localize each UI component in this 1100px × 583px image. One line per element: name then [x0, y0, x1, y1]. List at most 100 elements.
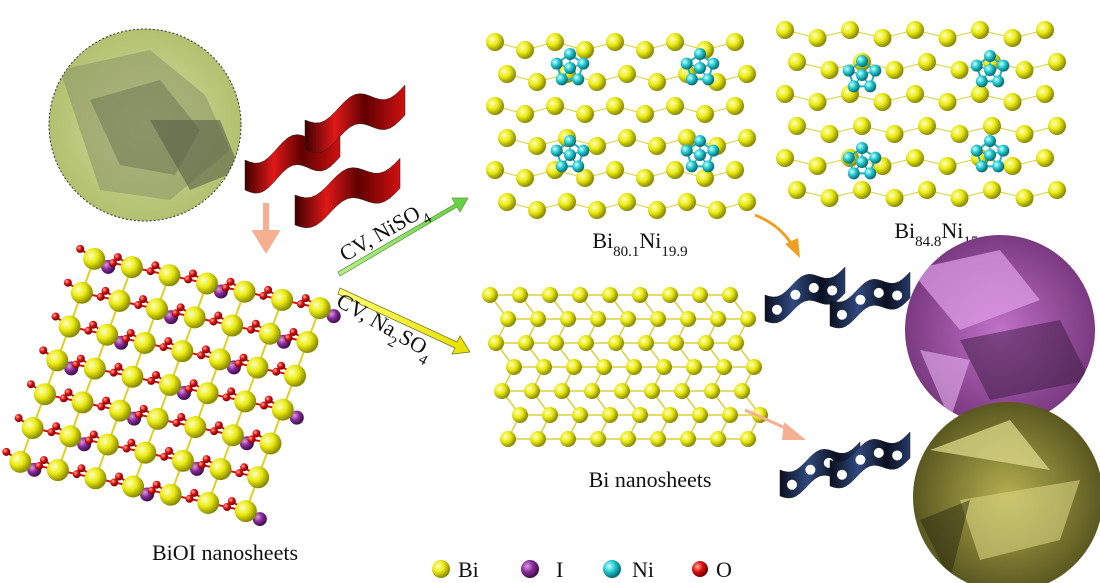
atom [606, 97, 624, 115]
atom [984, 149, 996, 161]
atom [121, 365, 144, 388]
atom [572, 407, 588, 423]
atom [853, 181, 871, 199]
atom [185, 494, 194, 503]
atom [546, 33, 564, 51]
formula-part: 84.8 [915, 234, 941, 250]
atom [584, 383, 600, 399]
sheet [829, 271, 911, 329]
bi-lattice [482, 287, 768, 447]
atom [528, 201, 546, 219]
atom [70, 281, 93, 304]
atom [59, 394, 68, 403]
atom [698, 335, 714, 351]
atom [992, 75, 1005, 88]
atom [820, 61, 839, 79]
atom [970, 59, 983, 72]
atom [494, 383, 510, 399]
atom [101, 286, 110, 295]
atom [578, 335, 594, 351]
sem-image [913, 402, 1100, 583]
atom [9, 450, 32, 473]
atom [159, 343, 168, 352]
atom [632, 407, 648, 423]
atom [555, 73, 568, 86]
atom [33, 383, 56, 406]
pore [805, 464, 816, 475]
atom [992, 160, 1005, 173]
atom [14, 414, 23, 423]
atom [284, 333, 293, 342]
atom [258, 322, 281, 345]
atom [938, 29, 957, 47]
atom [289, 327, 298, 336]
atom [146, 267, 155, 276]
arrow-line [744, 408, 791, 432]
formula-part: Bi [592, 228, 613, 253]
atom [788, 117, 806, 135]
atom [226, 277, 235, 286]
atom [680, 144, 693, 157]
atom [530, 431, 546, 447]
atom [869, 151, 882, 164]
atom [788, 181, 806, 199]
atom [864, 167, 877, 180]
atom [648, 201, 666, 219]
atom [83, 247, 106, 270]
atom [259, 432, 282, 455]
atom [518, 335, 534, 351]
atom [696, 169, 714, 187]
atom [264, 285, 273, 294]
legend-swatch [692, 561, 708, 577]
atom [272, 367, 281, 376]
atom [971, 21, 989, 39]
atom [77, 464, 86, 473]
atom [788, 53, 806, 71]
atom [694, 48, 706, 60]
atom [239, 353, 248, 362]
atom [885, 125, 904, 143]
atom [740, 311, 756, 327]
atom [680, 431, 696, 447]
atom [983, 181, 1001, 199]
product-label: Bi80.1Ni19.9 [592, 228, 687, 260]
atom [195, 272, 218, 295]
atom [820, 125, 839, 143]
atom [707, 144, 720, 157]
atom [938, 157, 957, 175]
atom [708, 201, 726, 219]
atom [96, 292, 105, 301]
atom [554, 383, 570, 399]
atom [694, 149, 706, 161]
atom [171, 449, 194, 472]
pore [873, 447, 884, 458]
atom [326, 309, 341, 324]
atom [277, 361, 286, 370]
atom [159, 374, 181, 396]
atom [59, 425, 82, 448]
atom [524, 383, 540, 399]
formula-part: Bi [894, 218, 915, 243]
atom [482, 287, 498, 303]
atom [188, 269, 197, 278]
atom [498, 129, 516, 147]
atom [2, 447, 11, 456]
atom [72, 470, 81, 479]
atom [1036, 21, 1054, 39]
atom [686, 359, 702, 375]
atom [1015, 61, 1034, 79]
atom [1015, 125, 1034, 143]
atom [234, 500, 257, 523]
atom [133, 331, 156, 354]
pore [837, 309, 847, 320]
atom [284, 364, 307, 387]
legend-swatch [603, 560, 621, 578]
formula-part: 19.9 [661, 244, 687, 260]
atom [110, 478, 119, 487]
atom [560, 311, 576, 327]
atom [560, 431, 576, 447]
atom [678, 129, 696, 147]
legend-swatch [521, 560, 539, 578]
atom [542, 407, 558, 423]
pore [892, 290, 903, 301]
